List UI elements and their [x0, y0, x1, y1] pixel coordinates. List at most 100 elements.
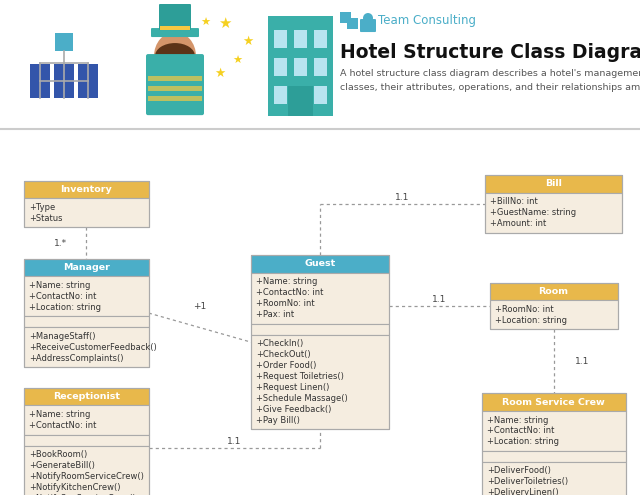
Bar	[314, 58, 327, 76]
Text: +Location: string: +Location: string	[486, 438, 559, 446]
Text: +ContactNo: int: +ContactNo: int	[29, 292, 97, 301]
Bar	[148, 96, 202, 101]
Bar	[24, 198, 149, 227]
FancyBboxPatch shape	[151, 28, 199, 37]
Text: +Name: string: +Name: string	[486, 415, 548, 425]
Bar	[30, 81, 50, 98]
Bar	[481, 394, 625, 411]
Text: 1.1: 1.1	[575, 357, 589, 366]
Bar	[24, 435, 149, 446]
Text: ★: ★	[243, 35, 253, 48]
Bar	[24, 388, 149, 495]
Text: +Give Feedback(): +Give Feedback()	[256, 404, 332, 414]
Text: ★: ★	[218, 15, 232, 31]
Text: +Location: string: +Location: string	[495, 315, 567, 325]
Text: +Name: string: +Name: string	[29, 281, 90, 290]
Circle shape	[363, 13, 373, 23]
Text: +DeliverFood(): +DeliverFood()	[486, 466, 550, 476]
Bar	[24, 327, 149, 367]
Bar	[24, 259, 149, 276]
Bar	[160, 26, 190, 30]
Text: +Pax: int: +Pax: int	[256, 310, 294, 319]
Bar	[485, 175, 622, 233]
Text: 1.*: 1.*	[54, 239, 67, 248]
Bar	[24, 316, 149, 327]
Text: Room: Room	[539, 287, 568, 296]
Text: +NotifySpaServiceCrew(): +NotifySpaServiceCrew()	[29, 494, 136, 495]
Text: +NotifyKitchenCrew(): +NotifyKitchenCrew()	[29, 483, 120, 492]
Text: +Type: +Type	[29, 203, 56, 212]
Text: +GuestName: string: +GuestName: string	[490, 208, 576, 217]
Bar	[490, 283, 618, 300]
Text: +RoomNo: int: +RoomNo: int	[495, 304, 554, 314]
FancyBboxPatch shape	[159, 4, 191, 30]
Bar	[54, 64, 74, 81]
Text: +Name: string: +Name: string	[256, 277, 317, 286]
Text: +GenerateBill(): +GenerateBill()	[29, 461, 95, 470]
Bar	[24, 446, 149, 495]
Bar	[24, 181, 149, 198]
Bar	[24, 276, 149, 316]
Bar	[288, 86, 313, 116]
Bar	[347, 18, 358, 29]
Text: +BookRoom(): +BookRoom()	[29, 450, 88, 459]
Bar	[24, 259, 149, 367]
Bar	[78, 64, 98, 81]
Text: +Amount: int: +Amount: int	[490, 219, 546, 228]
Bar	[24, 181, 149, 227]
Text: Guest: Guest	[305, 259, 335, 268]
Text: +NotifyRoomServiceCrew(): +NotifyRoomServiceCrew()	[29, 472, 144, 481]
Text: +DeliveryLinen(): +DeliveryLinen()	[486, 488, 558, 495]
Bar	[485, 193, 622, 233]
FancyBboxPatch shape	[360, 19, 376, 32]
Bar	[314, 30, 327, 48]
Text: +Request Toiletries(): +Request Toiletries()	[256, 372, 344, 381]
Bar	[294, 58, 307, 76]
Bar	[148, 86, 202, 91]
Text: A hotel structure class diagram describes a hotel's management system
classes, t: A hotel structure class diagram describe…	[340, 69, 640, 92]
Bar	[481, 394, 625, 495]
Bar	[30, 64, 50, 81]
Bar	[252, 335, 389, 429]
Bar	[252, 273, 389, 324]
Text: +ReceiveCustomerFeedback(): +ReceiveCustomerFeedback()	[29, 343, 157, 352]
Bar	[274, 58, 287, 76]
Text: +ContactNo: int: +ContactNo: int	[29, 421, 97, 430]
Bar	[490, 300, 618, 329]
Bar	[314, 86, 327, 104]
Text: +ManageStaff(): +ManageStaff()	[29, 332, 95, 341]
Text: +Status: +Status	[29, 214, 63, 223]
Bar	[252, 324, 389, 335]
FancyBboxPatch shape	[146, 54, 204, 115]
Bar	[24, 388, 149, 405]
Bar	[274, 30, 287, 48]
Bar	[294, 30, 307, 48]
Text: +AddressComplaints(): +AddressComplaints()	[29, 354, 124, 363]
Bar	[55, 33, 73, 51]
Bar	[268, 16, 333, 116]
Ellipse shape	[155, 43, 195, 69]
Bar	[54, 81, 74, 98]
Bar	[78, 81, 98, 98]
Bar	[485, 175, 622, 193]
Text: Room Service Crew: Room Service Crew	[502, 397, 605, 407]
Text: +1: +1	[193, 302, 207, 311]
Bar	[252, 255, 389, 429]
Text: Manager: Manager	[63, 263, 110, 272]
Text: Team Consulting: Team Consulting	[378, 13, 476, 27]
Bar	[481, 411, 625, 451]
Text: +Schedule Massage(): +Schedule Massage()	[256, 394, 348, 403]
Ellipse shape	[154, 32, 196, 80]
Bar	[274, 86, 287, 104]
Text: +CheckIn(): +CheckIn()	[256, 339, 303, 348]
Bar	[481, 451, 625, 462]
Bar	[481, 462, 625, 495]
Text: Receptionist: Receptionist	[53, 392, 120, 401]
Bar	[490, 283, 618, 329]
Text: ★: ★	[214, 67, 226, 80]
Text: +ContactNo: int: +ContactNo: int	[486, 427, 554, 436]
Text: Hotel Structure Class Diagram: Hotel Structure Class Diagram	[340, 43, 640, 62]
Text: +Pay Bill(): +Pay Bill()	[256, 415, 300, 425]
Text: Inventory: Inventory	[61, 185, 112, 194]
Bar	[148, 76, 202, 81]
